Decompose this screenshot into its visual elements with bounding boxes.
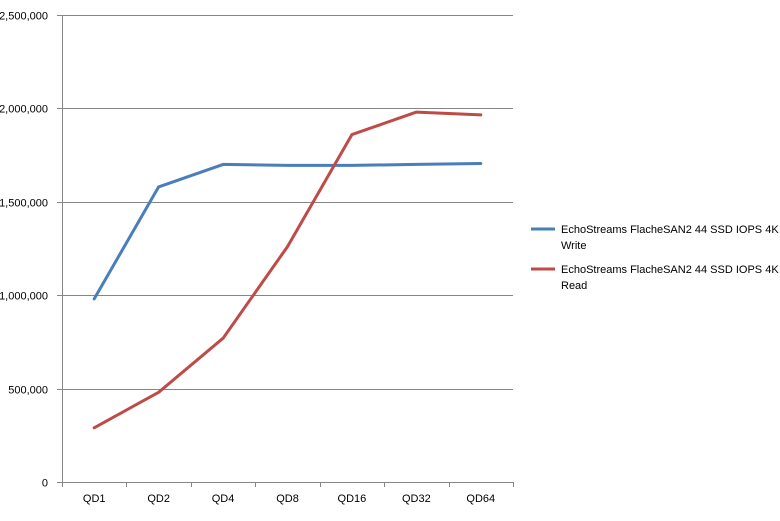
legend-label: EchoStreams FlacheSAN2 44 SSD IOPS 4K	[561, 224, 779, 236]
series-line	[92, 162, 483, 301]
y-axis-tick-labels: 0 500,000 1,000,000 1,500,000 2,000,000 2,500…	[0, 11, 48, 490]
gridlines	[62, 15, 513, 390]
y-tick-label: 1,000,000	[0, 291, 48, 303]
series-line	[92, 110, 483, 430]
y-tick-label: 0	[42, 478, 48, 490]
y-tick-label: 500,000	[8, 385, 48, 397]
y-tick-label: 2,000,000	[0, 104, 48, 116]
legend-label: EchoStreams FlacheSAN2 44 SSD IOPS 4K	[561, 264, 779, 276]
x-tick-label: QD2	[147, 493, 170, 505]
y-tick-label: 2,500,000	[0, 11, 48, 23]
x-axis-tick-labels: QD1 QD2 QD4 QD8 QD16 QD32 QD64	[83, 493, 495, 505]
y-tick-label: 1,500,000	[0, 198, 48, 210]
series-lines	[92, 110, 483, 430]
axes	[57, 15, 514, 487]
x-tick-label: QD64	[466, 493, 495, 505]
legend-label: Write	[561, 240, 586, 252]
x-tick-label: QD1	[83, 493, 106, 505]
x-tick-label: QD32	[402, 493, 431, 505]
x-tick-label: QD8	[276, 493, 299, 505]
legend-label: Read	[561, 280, 587, 292]
x-tick-label: QD4	[212, 493, 235, 505]
x-tick-label: QD16	[338, 493, 367, 505]
legend: EchoStreams FlacheSAN2 44 SSD IOPS 4K Wri…	[531, 224, 779, 292]
